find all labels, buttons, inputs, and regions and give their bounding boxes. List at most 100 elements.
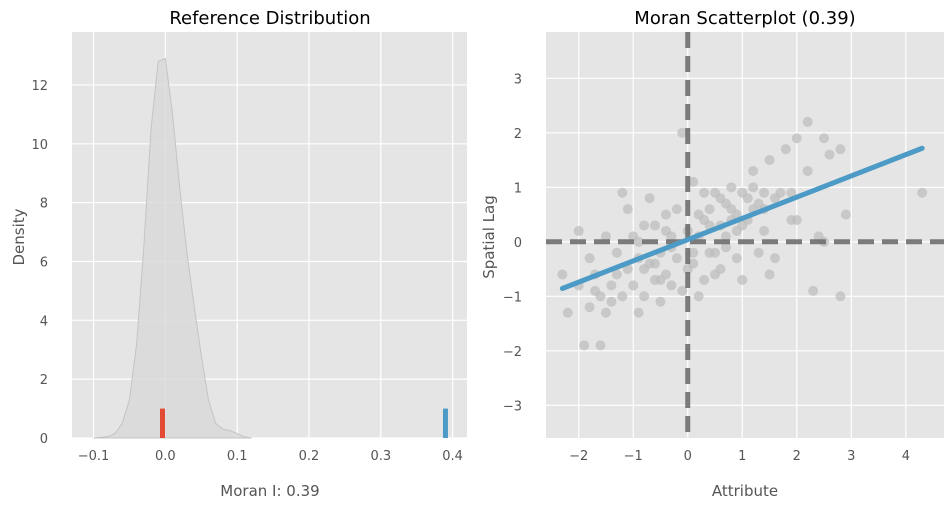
scatter-points	[557, 116, 928, 351]
scatter-point	[737, 220, 748, 231]
scatter-point	[628, 280, 639, 291]
scatter-point	[644, 193, 655, 204]
scatter-x-ticks: −2 −1 0 1 2 3 4	[569, 449, 910, 464]
scatter-point	[639, 264, 650, 275]
scatter-point	[748, 165, 759, 176]
scatter-point	[731, 253, 742, 264]
scatter-point	[917, 187, 928, 198]
scatter-plot-area	[546, 32, 944, 438]
scatter-point	[579, 340, 590, 351]
scatter-y-label: Spatial Lag	[480, 195, 498, 278]
density-x-tick-label: 0.2	[299, 449, 320, 464]
scatter-x-tick-label: −2	[569, 449, 588, 464]
scatter-point	[633, 307, 644, 318]
scatter-point	[677, 127, 688, 138]
density-x-label: Moran I: 0.39	[220, 482, 319, 500]
scatter-y-tick-label: −3	[503, 399, 522, 414]
density-curve	[93, 57, 252, 439]
scatter-point	[715, 264, 726, 275]
scatter-point	[688, 247, 699, 258]
scatter-point	[737, 274, 748, 285]
scatter-x-tick-label: 0	[684, 449, 692, 464]
scatter-point	[769, 253, 780, 264]
scatter-point	[650, 220, 661, 231]
scatter-point	[824, 149, 835, 160]
scatter-point	[753, 247, 764, 258]
scatter-point	[633, 236, 644, 247]
scatter-point	[720, 198, 731, 209]
scatter-point	[802, 116, 813, 127]
scatter-point	[780, 144, 791, 155]
scatter-y-tick-label: 0	[514, 236, 522, 251]
scatter-point	[595, 340, 606, 351]
scatter-point	[682, 264, 693, 275]
scatter-point	[639, 220, 650, 231]
scatter-point	[742, 193, 753, 204]
scatter-x-tick-label: 2	[793, 449, 801, 464]
scatter-point	[573, 225, 584, 236]
density-markers	[159, 408, 448, 438]
scatter-point	[617, 291, 628, 302]
scatter-point	[693, 291, 704, 302]
density-y-tick-label: 2	[40, 373, 48, 388]
scatter-y-ticks: −3 −2 −1 0 1 2 3	[503, 72, 522, 414]
scatter-point	[611, 247, 622, 258]
scatter-point	[606, 280, 617, 291]
density-y-tick-label: 6	[40, 255, 48, 270]
scatter-point	[748, 182, 759, 193]
density-y-label: Density	[10, 208, 28, 265]
scatter-point	[677, 285, 688, 296]
scatter-point	[699, 274, 710, 285]
scatter-point	[802, 165, 813, 176]
density-y-tick-label: 10	[31, 138, 48, 153]
scatter-point	[671, 253, 682, 264]
scatter-point	[557, 269, 568, 280]
scatter-point	[688, 176, 699, 187]
scatter-point	[622, 204, 633, 215]
scatter-point	[655, 274, 666, 285]
scatter-point	[819, 133, 830, 144]
scatter-y-tick-label: 2	[514, 127, 522, 142]
density-plot-area	[72, 32, 467, 438]
density-x-tick-label: 0.0	[155, 449, 176, 464]
scatter-point	[791, 215, 802, 226]
scatter-x-tick-label: 1	[738, 449, 746, 464]
scatter-point	[726, 182, 737, 193]
scatter-point	[611, 269, 622, 280]
scatter-point	[699, 187, 710, 198]
scatter-point	[666, 280, 677, 291]
scatter-point	[835, 291, 846, 302]
scatter-y-tick-label: −2	[503, 345, 522, 360]
scatter-title: Moran Scatterplot (0.39)	[634, 8, 855, 29]
scatter-point	[759, 225, 770, 236]
density-x-tick-label: 0.3	[370, 449, 391, 464]
scatter-point	[791, 133, 802, 144]
scatter-point	[786, 187, 797, 198]
scatter-point	[617, 187, 628, 198]
scatter-x-tick-label: 3	[847, 449, 855, 464]
scatter-point	[840, 209, 851, 220]
scatter-point	[650, 258, 661, 269]
scatter-point	[759, 187, 770, 198]
scatter-point	[720, 231, 731, 242]
scatter-point	[595, 291, 606, 302]
density-y-tick-label: 12	[31, 79, 48, 94]
density-y-tick-label: 8	[40, 197, 48, 212]
scatter-x-tick-label: −1	[624, 449, 643, 464]
density-x-tick-label: −0.1	[78, 449, 110, 464]
density-panel: −0.1 0.0 0.1 0.2 0.3 0.4 0 2 4 6 8 10 12 Reference …	[10, 8, 467, 500]
scatter-point	[769, 193, 780, 204]
scatter-x-label: Attribute	[712, 482, 778, 500]
regression-line	[559, 145, 925, 292]
scatter-point	[704, 204, 715, 215]
scatter-point	[835, 144, 846, 155]
density-y-tick-label: 4	[40, 314, 48, 329]
scatter-point	[704, 247, 715, 258]
scatter-point	[764, 269, 775, 280]
scatter-point	[660, 209, 671, 220]
scatter-point	[764, 155, 775, 166]
scatter-y-tick-label: 1	[514, 181, 522, 196]
scatter-reference-lines	[546, 32, 944, 438]
scatter-point	[562, 307, 573, 318]
